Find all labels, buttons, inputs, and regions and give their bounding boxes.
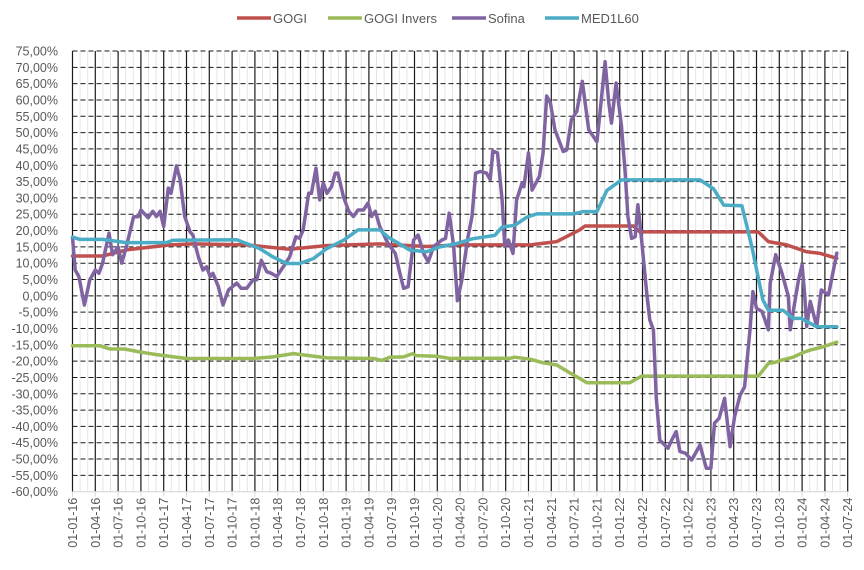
x-tick-label: 01-01-18: [248, 498, 262, 548]
y-tick-label: -50,00%: [11, 453, 58, 467]
legend-label: GOGI Invers: [364, 11, 437, 26]
series-lines: [70, 60, 839, 470]
minor-gridlines: [79, 51, 841, 492]
y-tick-label: -60,00%: [11, 485, 58, 499]
legend-label: GOGI: [273, 11, 307, 26]
axes: [72, 491, 849, 497]
y-axis-tick-labels: 75,00% 70,00% 65,00% 60,00% 55,00% 50,00% 45,0…: [11, 45, 58, 500]
legend-label: Sofina: [488, 11, 526, 26]
x-tick-label: 01-04-21: [545, 498, 559, 548]
x-tick-label: 01-10-20: [499, 498, 513, 548]
y-tick-label: 50,00%: [16, 126, 58, 140]
x-tick-label: 01-01-22: [613, 498, 627, 548]
y-tick-label: -40,00%: [11, 420, 58, 434]
x-tick-label: 01-07-23: [750, 498, 764, 548]
x-tick-label: 01-10-19: [408, 498, 422, 548]
series-line-gogi-invers: [70, 340, 839, 385]
y-tick-label: 15,00%: [16, 240, 58, 254]
x-tick-label: 01-01-20: [431, 498, 445, 548]
x-tick-label: 01-07-18: [294, 498, 308, 548]
y-tick-label: -5,00%: [18, 306, 58, 320]
x-tick-label: 01-04-16: [89, 498, 103, 548]
legend: GOGI GOGI Invers Sofina MED1L60: [237, 11, 639, 26]
x-tick-label: 01-07-20: [476, 498, 490, 548]
x-tick-label: 01-07-21: [568, 498, 582, 548]
x-tick-label: 01-07-19: [385, 498, 399, 548]
y-tick-label: -25,00%: [11, 371, 58, 385]
y-tick-label: 40,00%: [16, 159, 58, 173]
y-tick-label: 55,00%: [16, 110, 58, 124]
y-tick-label: 70,00%: [16, 61, 58, 75]
x-tick-label: 01-04-24: [818, 498, 832, 548]
series-line-sofina: [70, 60, 839, 470]
legend-item: GOGI Invers: [328, 11, 437, 26]
y-tick-label: -20,00%: [11, 355, 58, 369]
x-tick-label: 01-10-17: [226, 498, 240, 548]
x-tick-label: 01-07-17: [203, 498, 217, 548]
x-tick-label: 01-01-23: [704, 498, 718, 548]
x-tick-label: 01-10-18: [317, 498, 331, 548]
y-tick-label: 35,00%: [16, 175, 58, 189]
x-tick-label: 01-07-22: [659, 498, 673, 548]
x-tick-label: 01-01-17: [157, 498, 171, 548]
x-tick-label: 01-07-24: [841, 498, 855, 548]
x-tick-label: 01-04-20: [454, 498, 468, 548]
x-tick-label: 01-04-22: [636, 498, 650, 548]
legend-item: GOGI: [237, 11, 307, 26]
y-tick-label: 5,00%: [23, 273, 58, 287]
y-tick-label: 10,00%: [16, 257, 58, 271]
x-tick-label: 01-10-22: [682, 498, 696, 548]
x-tick-label: 01-10-23: [773, 498, 787, 548]
x-tick-label: 01-01-21: [522, 498, 536, 548]
x-tick-label: 01-01-19: [340, 498, 354, 548]
x-tick-label: 01-04-18: [271, 498, 285, 548]
y-tick-label: 20,00%: [16, 224, 58, 238]
y-tick-label: -55,00%: [11, 469, 58, 483]
y-tick-label: -35,00%: [11, 404, 58, 418]
major-gridlines: [71, 50, 849, 492]
x-tick-label: 01-01-24: [796, 498, 810, 548]
x-tick-label: 01-04-19: [362, 498, 376, 548]
y-tick-label: 75,00%: [16, 45, 58, 59]
legend-item: Sofina: [452, 11, 526, 26]
x-tick-label: 01-10-21: [590, 498, 604, 548]
x-tick-label: 01-04-17: [180, 498, 194, 548]
y-tick-label: -10,00%: [11, 322, 58, 336]
y-tick-label: -15,00%: [11, 338, 58, 352]
y-tick-label: 30,00%: [16, 191, 58, 205]
y-tick-label: -30,00%: [11, 387, 58, 401]
x-axis-tick-labels: 01-01-16 01-04-16 01-07-16 01-10-16 01-01-17…: [66, 498, 855, 548]
y-tick-label: 60,00%: [16, 93, 58, 107]
legend-item: MED1L60: [545, 11, 639, 26]
x-tick-label: 01-04-23: [727, 498, 741, 548]
x-tick-label: 01-10-16: [134, 498, 148, 548]
y-tick-label: 0,00%: [23, 289, 58, 303]
x-tick-label: 01-01-16: [66, 498, 80, 548]
y-tick-label: 45,00%: [16, 142, 58, 156]
legend-label: MED1L60: [581, 11, 639, 26]
y-tick-label: -45,00%: [11, 436, 58, 450]
series-line-med1l60: [70, 178, 839, 329]
y-tick-label: 25,00%: [16, 208, 58, 222]
y-tick-label: 65,00%: [16, 77, 58, 91]
x-tick-label: 01-07-16: [112, 498, 126, 548]
